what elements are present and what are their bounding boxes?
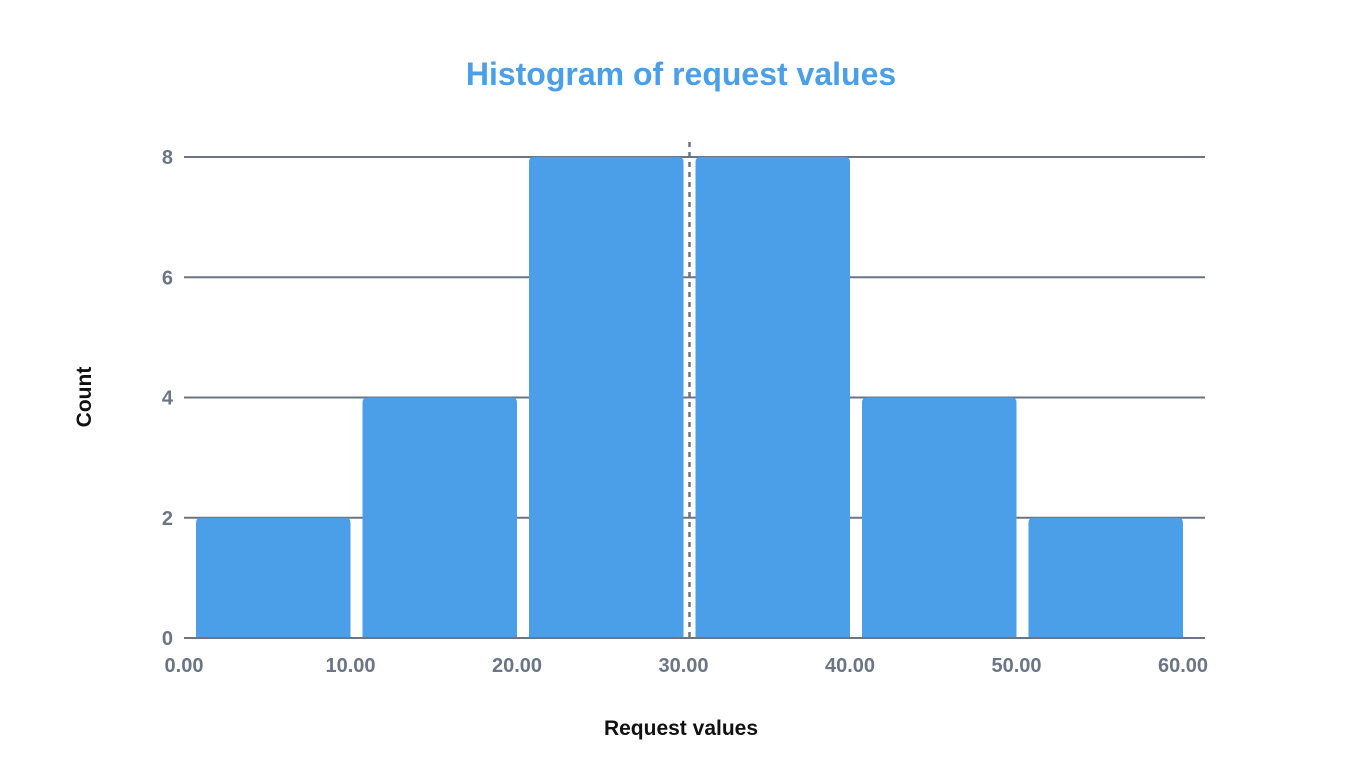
x-tick-label-50.00: 50.00 [991,655,1041,677]
x-tick-label-10.00: 10.00 [325,655,375,677]
y-tick-label-0: 0 [162,628,173,650]
bar-0-10 [196,517,351,638]
x-tick-labels: 0.00 10.00 20.00 30.00 40.00 50.00 60.00 [165,655,1209,677]
chart-title: Histogram of request values [466,56,896,92]
x-tick-label-0.00: 0.00 [165,655,204,677]
bar-20-30 [529,157,684,638]
y-axis-title: Count [73,367,96,428]
x-tick-label-40.00: 40.00 [825,655,875,677]
bars [184,157,1205,639]
bar-40-50 [862,397,1017,638]
x-axis-title: Request values [604,717,758,740]
x-tick-label-30.00: 30.00 [658,655,708,677]
y-tick-label-8: 8 [162,147,173,169]
bar-30-40 [695,157,850,638]
bar-10-20 [362,397,517,638]
y-tick-label-2: 2 [162,508,173,530]
y-tick-labels: 0 2 4 6 8 [162,147,174,650]
y-tick-label-4: 4 [162,388,174,410]
x-tick-label-20.00: 20.00 [492,655,542,677]
y-tick-label-6: 6 [162,267,173,289]
bar-50-60 [1028,517,1183,638]
x-tick-label-60.00: 60.00 [1158,655,1208,677]
